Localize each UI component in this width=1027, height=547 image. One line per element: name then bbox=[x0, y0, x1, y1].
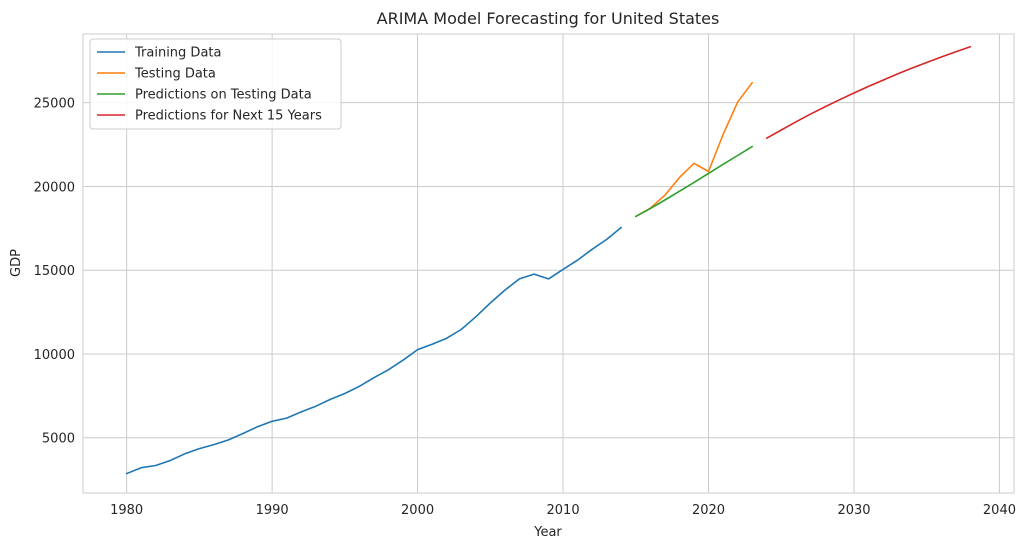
x-axis-title: Year bbox=[533, 525, 562, 540]
x-tick-label: 2000 bbox=[401, 503, 434, 518]
legend-label: Testing Data bbox=[134, 67, 216, 82]
y-tick-label: 5000 bbox=[42, 432, 75, 447]
chart-title: ARIMA Model Forecasting for United State… bbox=[377, 9, 720, 28]
legend-label: Predictions on Testing Data bbox=[135, 88, 312, 103]
series-line-1 bbox=[125, 226, 623, 475]
x-tick-label: 1980 bbox=[110, 503, 143, 518]
legend-label: Predictions for Next 15 Years bbox=[135, 109, 322, 124]
series-lines bbox=[125, 45, 972, 475]
y-tick-label: 10000 bbox=[34, 348, 75, 363]
y-tick-label: 20000 bbox=[34, 180, 75, 195]
y-tick-labels: 5000 10000 15000 20000 25000 bbox=[34, 97, 75, 447]
x-tick-label: 1990 bbox=[256, 503, 289, 518]
x-tick-label: 2020 bbox=[692, 503, 725, 518]
legend-box bbox=[89, 38, 342, 130]
x-tick-label: 2040 bbox=[983, 503, 1016, 518]
y-tick-label: 15000 bbox=[34, 264, 75, 279]
series-line-2 bbox=[634, 81, 754, 218]
legend: Training Data Testing Data Predictions on … bbox=[89, 38, 342, 130]
legend-label: Training Data bbox=[134, 46, 221, 61]
y-tick-label: 25000 bbox=[34, 97, 75, 112]
series-line-3 bbox=[634, 145, 754, 218]
x-tick-label: 2010 bbox=[547, 503, 580, 518]
x-tick-label: 2030 bbox=[837, 503, 870, 518]
series-line-4 bbox=[765, 45, 972, 139]
x-tick-labels: 1980 1990 2000 2010 2020 2030 2040 bbox=[110, 503, 1016, 518]
y-axis-title: GDP bbox=[9, 249, 24, 277]
